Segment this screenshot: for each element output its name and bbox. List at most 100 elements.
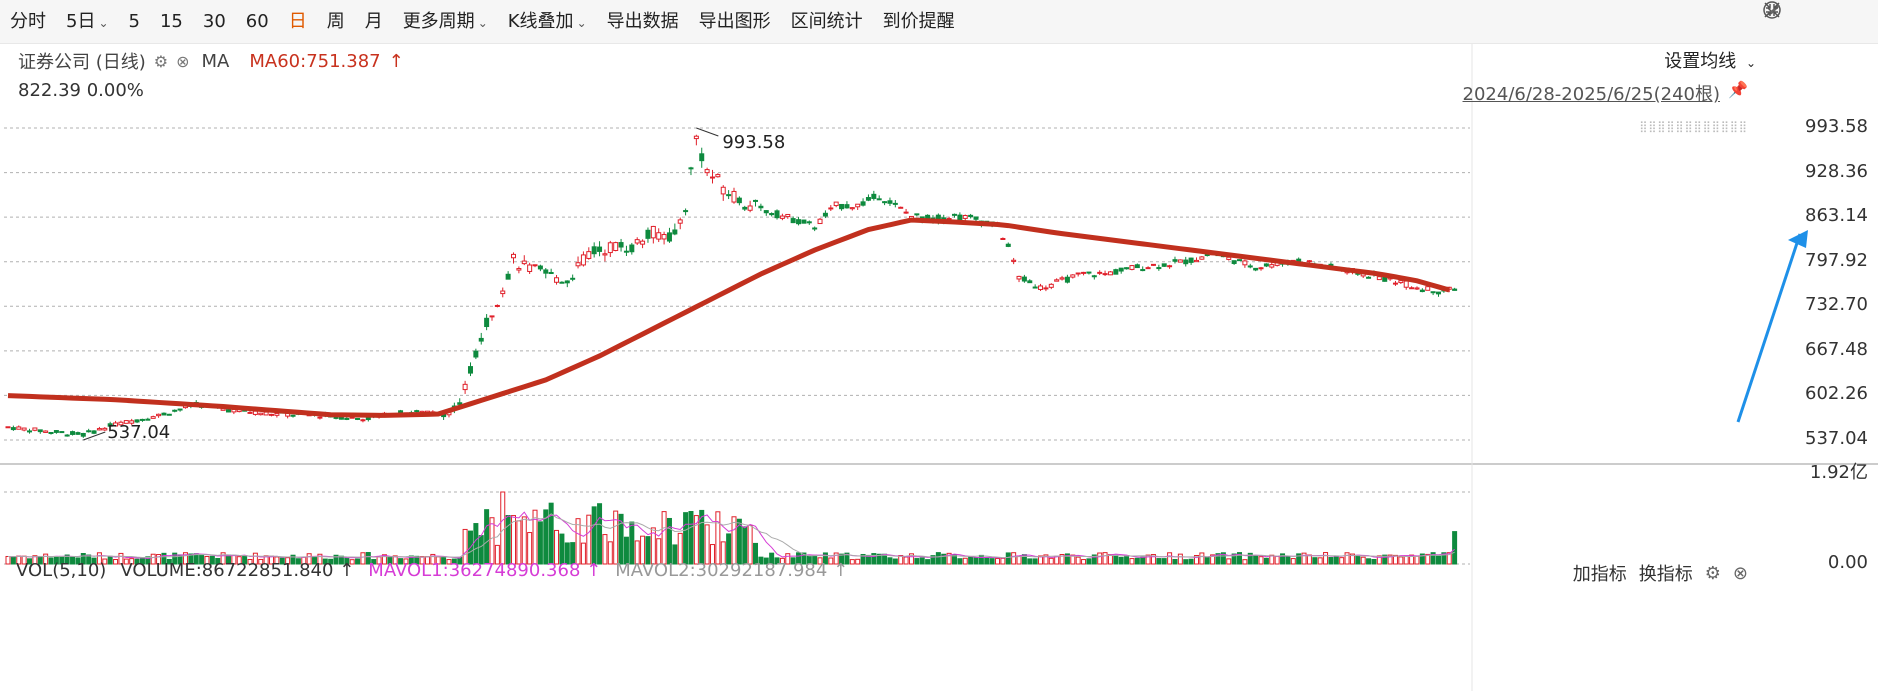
period-tab-9[interactable]: 更多周期 ⌄ <box>402 10 488 32</box>
ma60-arrow-icon: ↑ <box>388 50 404 72</box>
volume-bar <box>322 558 328 565</box>
volume-bar <box>527 532 533 565</box>
candle-body <box>1188 257 1194 263</box>
close-icon[interactable]: ⊗ <box>176 51 190 71</box>
volume-bar <box>80 552 86 565</box>
volume-bar <box>1204 556 1210 565</box>
volume-bar <box>699 509 705 565</box>
volume-bar <box>43 553 49 565</box>
candle-body <box>489 315 495 318</box>
volume-bar <box>102 558 108 565</box>
volume-bar <box>258 558 264 565</box>
price-axis-label: 667.48 <box>1805 338 1868 360</box>
close-icon[interactable]: ⊗ <box>1732 562 1748 584</box>
period-tab-7[interactable]: 周 <box>326 10 345 32</box>
volume-bar <box>693 515 699 565</box>
candle-body <box>962 215 968 219</box>
period-tab-3[interactable]: 15 <box>159 10 183 32</box>
set-ma-button[interactable]: 设置均线 ⌄ <box>1664 47 1756 73</box>
add-indicator-button[interactable]: 加指标 <box>1572 564 1627 585</box>
volume-bar <box>1419 553 1425 565</box>
volume-bar <box>1306 554 1312 565</box>
candle-body <box>414 410 420 413</box>
volume-bar <box>328 558 334 565</box>
candle-body <box>618 242 624 248</box>
date-range-link[interactable]: 2024/6/28-2025/6/25(240根) <box>1462 84 1720 105</box>
volume-bar <box>1070 554 1076 565</box>
volume-bar <box>1349 553 1355 565</box>
candle-body <box>720 186 726 195</box>
volume-bar <box>118 552 124 565</box>
volume-bar <box>204 555 210 565</box>
volume-bar <box>1355 554 1361 565</box>
volume-bar <box>1376 555 1382 565</box>
candle-body <box>1129 265 1135 270</box>
period-tab-2[interactable]: 5 <box>128 10 140 32</box>
kline-chart-area[interactable]: 993.58 537.04 <box>0 44 1878 691</box>
volume-bar <box>537 521 543 565</box>
volume-bar <box>559 533 565 565</box>
candle-body <box>554 277 560 283</box>
volume-bar <box>1215 553 1221 565</box>
volume-bar <box>661 511 667 565</box>
drag-handle[interactable]: ⣿⣿⣿⣿⣿⣿⣿⣿⣿⣿⣿⣿ <box>1639 120 1748 133</box>
volume-bar <box>521 516 527 565</box>
candle-body <box>344 417 350 420</box>
volume-bar <box>1113 554 1119 565</box>
period-tab-13[interactable]: 区间统计 <box>790 10 863 32</box>
candle-body <box>1000 237 1006 240</box>
period-tab-5[interactable]: 60 <box>245 10 269 32</box>
candle-body <box>1086 271 1092 274</box>
candle-body <box>161 412 167 416</box>
period-tab-14[interactable]: 到价提醒 <box>882 10 955 32</box>
period-tab-1[interactable]: 5日 ⌄ <box>66 10 109 32</box>
period-tab-10[interactable]: K线叠加 ⌄ <box>507 10 587 32</box>
volume-bar <box>27 558 33 565</box>
candle-body <box>855 203 861 208</box>
candle-body <box>1070 274 1076 278</box>
candle-body <box>634 239 640 244</box>
period-tab-6[interactable]: 日 <box>288 10 307 32</box>
volume-bar <box>957 558 963 565</box>
period-tab-12[interactable]: 导出图形 <box>698 10 771 32</box>
volume-bar <box>349 559 355 565</box>
switch-indicator-button[interactable]: 换指标 <box>1638 564 1693 585</box>
volume-controls: 加指标 换指标 ⚙ ⊗ <box>1573 560 1748 586</box>
candle-body <box>113 422 119 427</box>
volume-bar <box>602 534 608 565</box>
candle-body <box>10 427 16 431</box>
volume-bar <box>1344 552 1350 565</box>
candle-body <box>640 240 646 245</box>
gear-icon[interactable]: ⚙ <box>153 51 169 71</box>
candle-body <box>656 232 662 240</box>
volume-bar <box>629 521 635 565</box>
volume-bar <box>1081 559 1087 565</box>
candle-body <box>865 197 871 201</box>
volume-bar <box>1118 556 1124 565</box>
period-tab-4[interactable]: 30 <box>202 10 226 32</box>
volume-bar <box>123 558 129 565</box>
mavol2-line <box>7 513 1455 559</box>
volume-bar <box>645 536 651 565</box>
volume-bar <box>634 540 640 565</box>
volume-bar <box>903 556 909 565</box>
period-tab-8[interactable]: 月 <box>364 10 383 32</box>
toolbar-right-icons <box>1762 0 1864 44</box>
period-tab-11[interactable]: 导出数据 <box>606 10 679 32</box>
volume-bar <box>613 510 619 565</box>
period-tab-0[interactable]: 分时 <box>10 10 46 32</box>
brush-icon[interactable] <box>1766 4 1824 33</box>
candle-body <box>537 265 543 270</box>
price-axis-label: 993.58 <box>1805 116 1868 137</box>
volume-bar <box>677 532 683 565</box>
candle-body <box>1150 263 1156 266</box>
candle-body <box>973 216 979 220</box>
pin-icon[interactable]: 📌 <box>1728 80 1748 99</box>
candle-body <box>70 431 76 435</box>
volume-bar <box>365 552 371 565</box>
collapse-icon[interactable] <box>1764 2 1864 33</box>
candle-body <box>172 409 178 412</box>
gear-icon[interactable]: ⚙ <box>1704 562 1721 584</box>
volume-bar <box>1188 558 1194 565</box>
candle-body <box>64 434 70 437</box>
